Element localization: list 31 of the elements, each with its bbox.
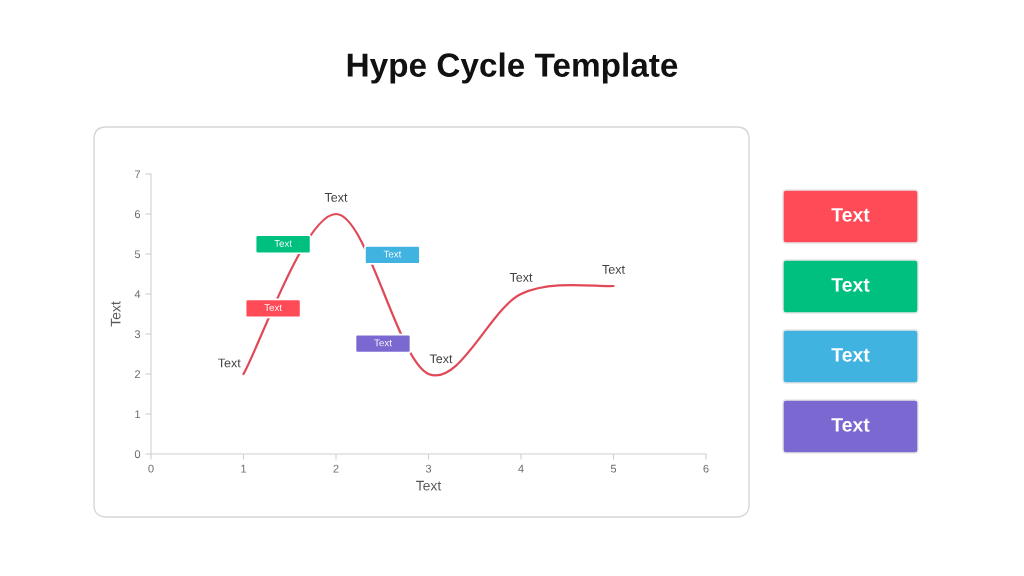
data-label: Text [324,193,348,202]
data-label: Text [509,273,533,282]
data-label: Text [602,265,625,274]
annotation: Text [274,240,292,247]
text: Text [831,348,870,362]
annotation: Text [383,250,402,258]
x-tick-label: 2 [333,464,339,473]
text: Text [831,418,870,432]
x-tick-label: 1 [241,464,247,473]
x-tick-label: 3 [425,464,432,473]
y-tick-label: 4 [134,290,141,299]
y-tick-label: 7 [134,170,141,179]
x-tick-label: 6 [703,464,709,473]
annotation: Text [374,339,392,347]
x-axis-title: Text [416,480,442,491]
x-tick-label: 0 [148,464,154,473]
x-tick-label: 4 [518,464,524,473]
y-tick-label: 5 [134,250,141,259]
y-tick-label: 0 [134,450,141,459]
x-tick-label: 5 [610,464,617,473]
text: Text [831,278,870,292]
text: Text [831,208,870,222]
chart-title: Hype Cycle Template [347,52,678,84]
y-tick-label: 3 [134,330,141,339]
data-label: Text [429,354,453,364]
annotation: Text [264,304,282,312]
y-axis-title: Text [110,301,121,327]
data-label: Text [218,358,241,368]
y-tick-label: 1 [135,410,141,419]
y-tick-label: 2 [134,370,141,379]
y-tick-label: 6 [134,210,141,219]
